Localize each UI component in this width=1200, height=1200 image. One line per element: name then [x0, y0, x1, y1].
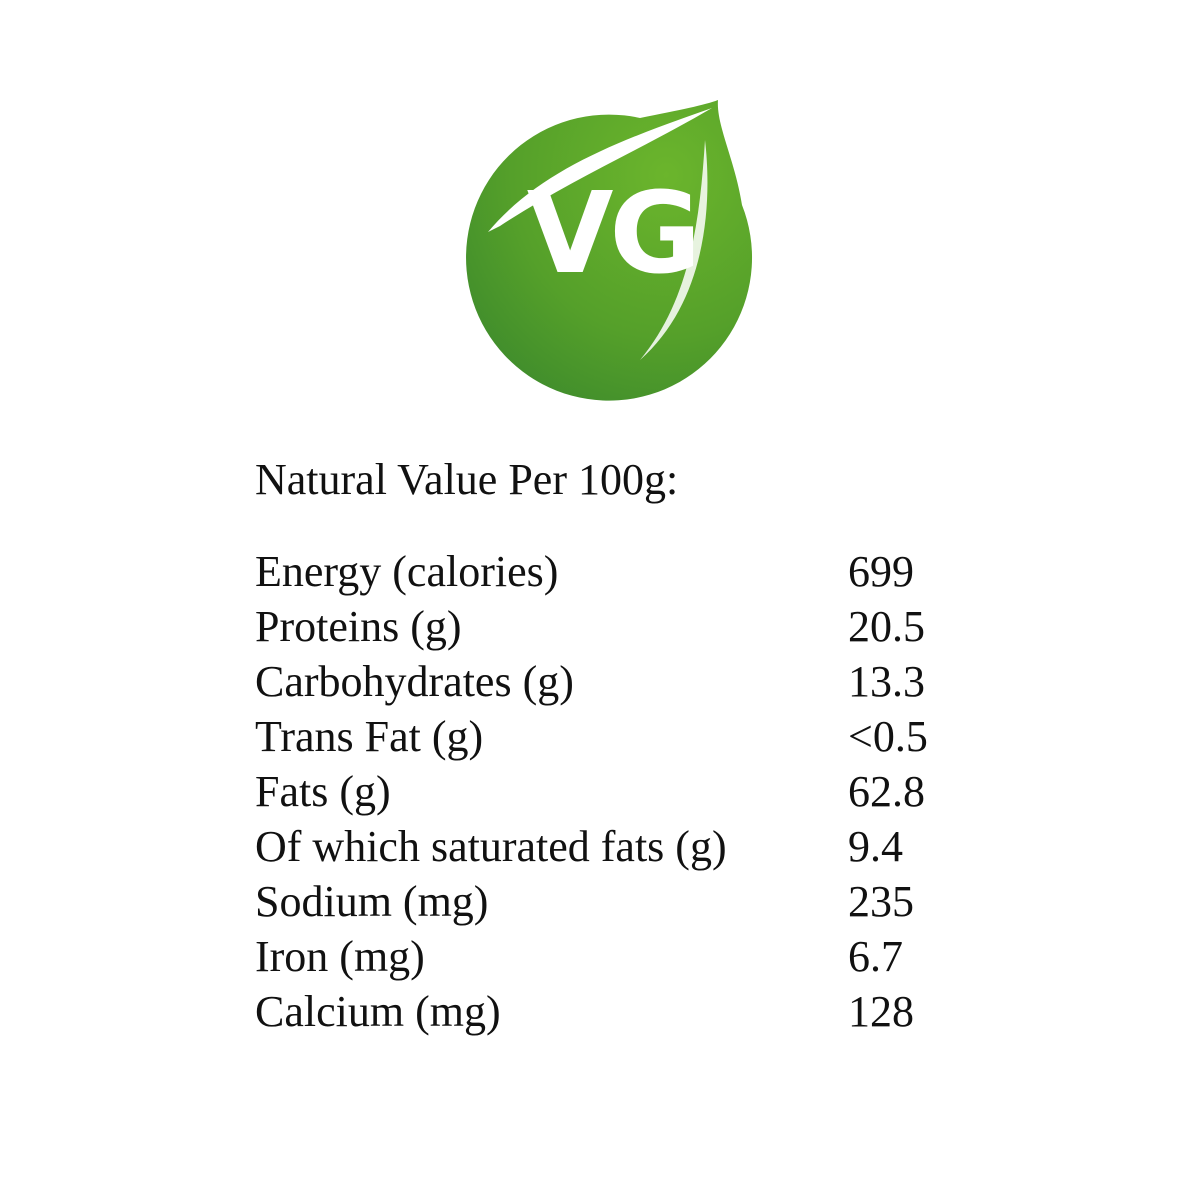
vg-logo: VG: [466, 100, 753, 401]
nutrient-label: Energy (calories): [255, 547, 559, 596]
title: Natural Value Per 100g:: [255, 455, 679, 504]
nutrient-value: 62.8: [848, 767, 925, 816]
nutrient-value: 235: [848, 877, 914, 926]
nutrient-value: 128: [848, 987, 914, 1036]
table-row: Proteins (g) 20.5: [0, 599, 1200, 654]
nutrient-value: 6.7: [848, 932, 903, 981]
table-row: Trans Fat (g) <0.5: [0, 709, 1200, 764]
table-row: Fats (g) 62.8: [0, 764, 1200, 819]
leaf: [466, 100, 753, 401]
nutrient-value: 9.4: [848, 822, 903, 871]
nutrient-label: Proteins (g): [255, 602, 462, 651]
table-row: Of which saturated fats (g) 9.4: [0, 819, 1200, 874]
nutrient-value: 13.3: [848, 657, 925, 706]
nutrient-label: Carbohydrates (g): [255, 657, 574, 706]
leaf-swoosh: [488, 108, 712, 232]
table-row: Sodium (mg) 235: [0, 874, 1200, 929]
leaf-swoosh: [640, 140, 708, 360]
nutrient-value: 699: [848, 547, 914, 596]
nutrient-label: Sodium (mg): [255, 877, 489, 926]
nutrient-label: Trans Fat (g): [255, 712, 484, 761]
table-row: Energy (calories) 699: [0, 544, 1200, 599]
nutrient-label: Of which saturated fats (g): [255, 822, 727, 871]
table-row: Calcium (mg) 128: [0, 984, 1200, 1039]
nutrient-value: <0.5: [848, 712, 928, 761]
nutrient-value: 20.5: [848, 602, 925, 651]
nutrient-label: Iron (mg): [255, 932, 425, 981]
table-row: Carbohydrates (g) 13.3: [0, 654, 1200, 709]
table-row: Iron (mg) 6.7: [0, 929, 1200, 984]
nutrient-label: Fats (g): [255, 767, 391, 816]
nutrient-label: Calcium (mg): [255, 987, 501, 1036]
logo-text: VG: [527, 169, 698, 299]
